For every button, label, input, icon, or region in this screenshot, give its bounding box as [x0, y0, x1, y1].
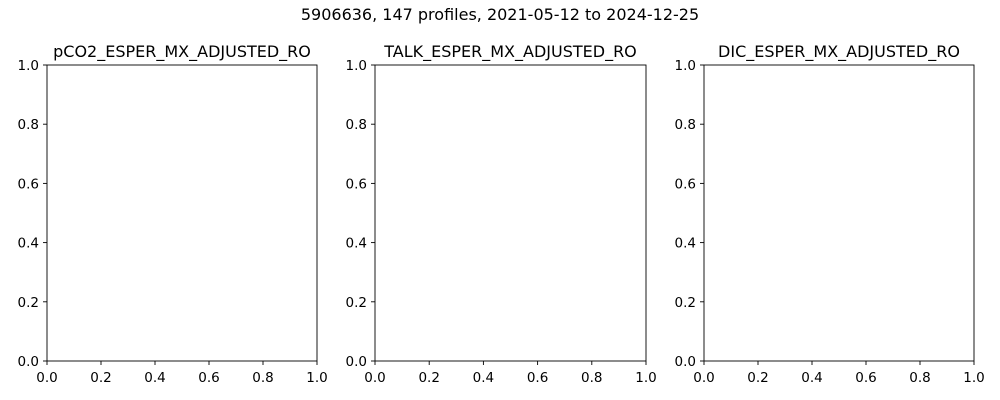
axes-3-xtick-label: 1.0: [963, 370, 984, 386]
axes-3-ytick-label: 0.0: [675, 354, 696, 370]
axes-2-xtick-label: 0.6: [527, 370, 548, 386]
axes-1-xtick-label: 0.8: [252, 370, 273, 386]
axes-1-ytick-label: 0.0: [18, 354, 39, 370]
axes-3-xtick-label: 0.0: [693, 370, 714, 386]
axes-3-frame: [703, 64, 975, 362]
axes-2-ytick-label: 0.4: [346, 236, 367, 252]
axes-1-ytick-label: 0.8: [18, 117, 39, 133]
axes-3-title: DIC_ESPER_MX_ADJUSTED_RO: [718, 42, 960, 62]
axes-3-xtick-label: 0.8: [909, 370, 930, 386]
axes-2-ytick-label: 0.6: [346, 176, 367, 192]
axes-1-xtick-label: 0.0: [36, 370, 57, 386]
axes-2-xtick-label: 0.4: [473, 370, 494, 386]
axes-1-title: pCO2_ESPER_MX_ADJUSTED_RO: [53, 42, 311, 62]
axes-1-frame: [46, 64, 318, 362]
figure-suptitle: 5906636, 147 profiles, 2021-05-12 to 202…: [301, 5, 699, 24]
axes-1-ytick-label: 0.6: [18, 176, 39, 192]
axes-2-ytick-label: 1.0: [346, 58, 367, 74]
axes-2-ytick-label: 0.0: [346, 354, 367, 370]
axes-1-xtick-label: 0.2: [90, 370, 111, 386]
axes-1-xtick-label: 1.0: [306, 370, 327, 386]
axes-1-ytick-label: 0.4: [18, 236, 39, 252]
axes-1-xtick-label: 0.4: [144, 370, 165, 386]
axes-3-xtick-label: 0.4: [801, 370, 822, 386]
axes-2-ytick-label: 0.8: [346, 117, 367, 133]
axes-1-ytick-label: 0.2: [18, 295, 39, 311]
axes-1-xtick-label: 0.6: [198, 370, 219, 386]
axes-1-ytick-label: 1.0: [18, 58, 39, 74]
axes-2-xtick-label: 1.0: [635, 370, 656, 386]
axes-3-ytick-label: 0.8: [675, 117, 696, 133]
axes-2-ytick-label: 0.2: [346, 295, 367, 311]
axes-3-ytick-label: 0.6: [675, 176, 696, 192]
axes-3-ytick-label: 0.4: [675, 236, 696, 252]
axes-2-xtick-label: 0.0: [364, 370, 385, 386]
axes-container: pCO2_ESPER_MX_ADJUSTED_RO 0.0 0.2 0.4 0.6 0.8…: [18, 42, 985, 386]
axes-3-xtick-label: 0.6: [855, 370, 876, 386]
axes-2-title: TALK_ESPER_MX_ADJUSTED_RO: [383, 42, 637, 62]
axes-2: TALK_ESPER_MX_ADJUSTED_RO 0.0 0.2 0.4 0.6 0.8…: [346, 42, 657, 386]
axes-3-xtick-label: 0.2: [747, 370, 768, 386]
axes-2-xtick-label: 0.8: [581, 370, 602, 386]
axes-2-xtick-label: 0.2: [418, 370, 439, 386]
axes-3: DIC_ESPER_MX_ADJUSTED_RO 0.0 0.2 0.4 0.6 0.8 1…: [675, 42, 985, 386]
axes-1: pCO2_ESPER_MX_ADJUSTED_RO 0.0 0.2 0.4 0.6 0.8…: [18, 42, 328, 386]
axes-3-ytick-label: 1.0: [675, 58, 696, 74]
axes-2-frame: [374, 64, 647, 362]
axes-3-ytick-label: 0.2: [675, 295, 696, 311]
